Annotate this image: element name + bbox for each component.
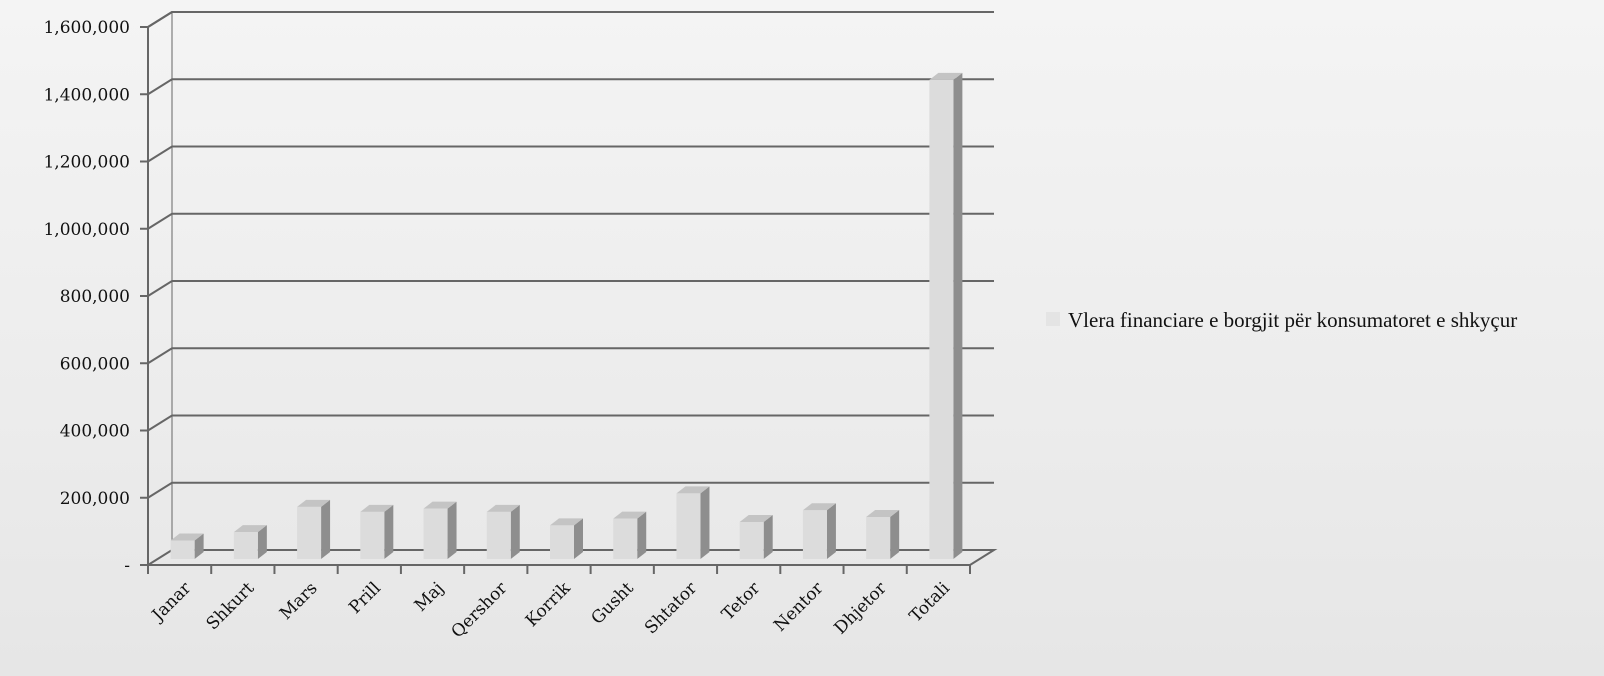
bar-side	[890, 509, 900, 559]
bar-top	[297, 499, 331, 507]
y-tick-label: 1,200,000	[43, 153, 130, 173]
bar-top	[676, 486, 710, 494]
x-tick-label: Prill	[345, 578, 385, 618]
y-tick-label: 400,000	[60, 422, 130, 442]
gridline	[147, 347, 994, 365]
legend: Vlera financiare e borgjit për konsumato…	[1046, 306, 1586, 334]
bar-side	[384, 504, 394, 559]
bar-side	[194, 533, 204, 559]
y-tick-label: 1,600,000	[43, 18, 130, 38]
legend-label: Vlera financiare e borgjit për konsumato…	[1068, 308, 1518, 332]
legend-swatch	[1046, 312, 1060, 326]
x-tick-label: Maj	[411, 578, 448, 615]
bar-side	[953, 72, 963, 559]
x-tick-label: Janar	[147, 578, 196, 627]
gridline	[147, 145, 994, 163]
bar	[739, 522, 764, 559]
bar-top	[550, 518, 583, 526]
bar	[802, 510, 827, 559]
bar-side	[447, 501, 457, 559]
gridline	[147, 78, 994, 96]
x-tick-label: Korrik	[522, 578, 575, 631]
bar-top	[423, 501, 457, 509]
bar-top	[802, 503, 836, 511]
x-tick-label: Nentor	[770, 578, 828, 636]
gridline	[147, 280, 994, 297]
bar-side	[321, 499, 331, 559]
bar-side	[763, 515, 773, 559]
x-tick-label: Qershor	[448, 578, 512, 642]
x-tick-label: Dhjetor	[831, 578, 892, 639]
gridline	[147, 11, 994, 28]
bar-top	[613, 511, 647, 519]
bar-side	[510, 504, 520, 559]
bar	[297, 506, 322, 559]
y-tick-label: 1,000,000	[43, 220, 130, 240]
bar	[423, 508, 448, 559]
bar-top	[929, 72, 963, 80]
x-tick-label: Tetor	[718, 578, 765, 625]
gridline	[147, 414, 994, 432]
bar-top	[170, 533, 204, 541]
bar	[360, 511, 385, 559]
bar	[929, 79, 954, 559]
gridline	[147, 212, 994, 230]
bar	[613, 518, 638, 559]
y-tick-label: 1,400,000	[43, 85, 130, 105]
bar	[170, 540, 195, 559]
bar-side	[700, 486, 710, 559]
bar-side	[826, 503, 836, 559]
bar-top	[233, 525, 267, 533]
bar	[676, 493, 701, 559]
y-tick-label: 800,000	[60, 287, 130, 307]
y-tick-label: -	[124, 556, 130, 576]
bar-top	[486, 504, 520, 512]
chart-floor	[147, 549, 998, 566]
bar	[233, 532, 258, 559]
x-tick-label: Shtator	[641, 578, 702, 639]
x-tick-label: Totali	[906, 578, 955, 627]
bar	[866, 516, 891, 559]
y-tick-label: 200,000	[60, 489, 130, 509]
bar-side	[257, 525, 267, 559]
bar	[550, 525, 574, 559]
x-tick-label: Gusht	[588, 578, 638, 628]
bar-top	[360, 504, 394, 512]
x-tick-label: Shkurt	[203, 578, 259, 634]
gridline	[147, 481, 994, 499]
bar-side	[574, 518, 583, 559]
bar-top	[739, 515, 773, 523]
bar-side	[637, 511, 647, 559]
y-tick-label: 600,000	[60, 354, 130, 374]
bar	[486, 511, 511, 559]
bar-top	[866, 509, 900, 517]
x-tick-label: Mars	[276, 578, 322, 624]
